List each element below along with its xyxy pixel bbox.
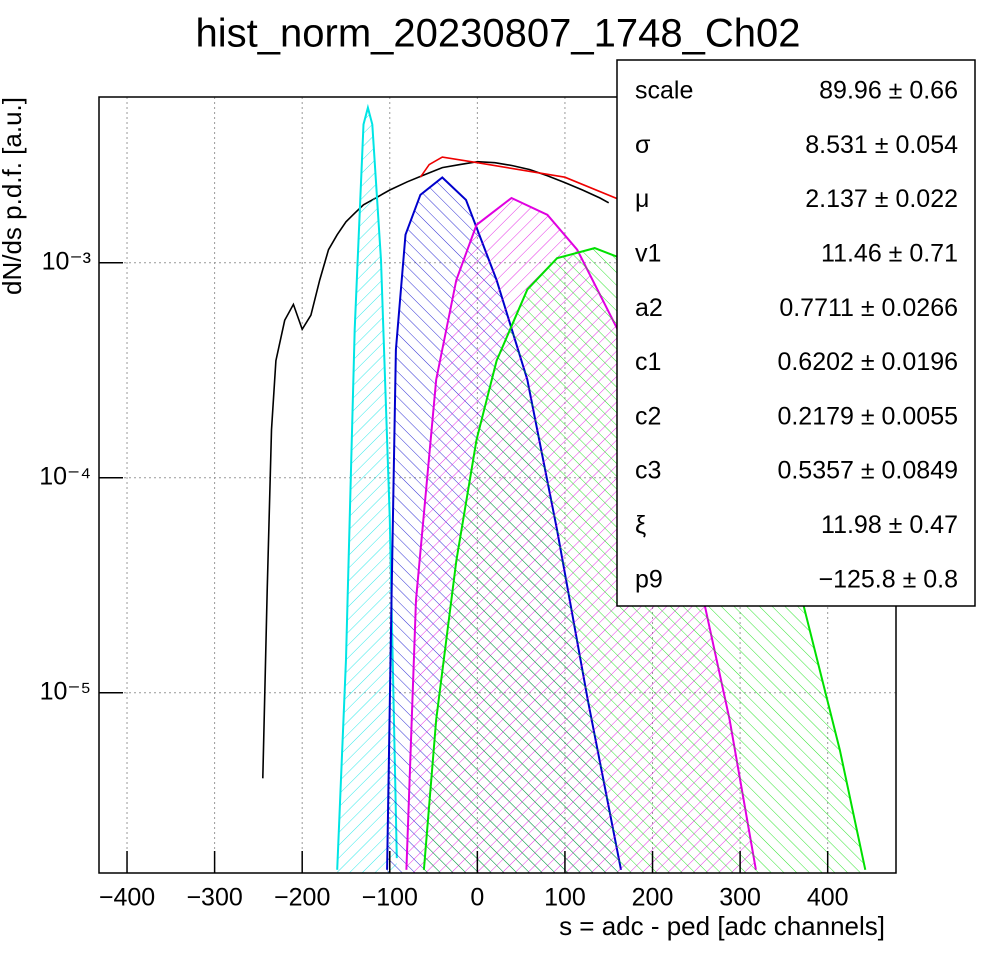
x-tick-label: −100 bbox=[362, 884, 418, 912]
stat-value: 8.531 ± 0.054 bbox=[805, 131, 958, 159]
x-tick-label: −400 bbox=[99, 884, 155, 912]
stat-name: v1 bbox=[635, 240, 661, 268]
x-tick-label: 100 bbox=[544, 884, 586, 912]
x-axis-title: s = adc - ped [adc channels] bbox=[559, 911, 885, 941]
stat-name: σ bbox=[635, 131, 651, 159]
y-axis-title: dN/ds p.d.f. [a.u.] bbox=[0, 97, 27, 295]
x-tick-label: 400 bbox=[807, 884, 849, 912]
stat-name: c3 bbox=[635, 457, 661, 485]
y-tick-label: 10⁻⁴ bbox=[39, 462, 91, 490]
axes: −400 −300 −200 −100 0 100 200 300 400 10⁻⁵ 10⁻⁴ 10⁻… bbox=[39, 247, 848, 911]
x-tick-label: 300 bbox=[719, 884, 761, 912]
stat-value: −125.8 ± 0.8 bbox=[818, 565, 958, 593]
stats-box: scale 89.96 ± 0.66 σ 8.531 ± 0.054 μ 2.137 ± … bbox=[616, 59, 976, 607]
x-tick-label: 0 bbox=[470, 884, 484, 912]
series-line bbox=[336, 103, 398, 870]
stat-value: 89.96 ± 0.66 bbox=[819, 77, 958, 105]
x-tick-label: −200 bbox=[274, 884, 330, 912]
stat-value: 2.137 ± 0.022 bbox=[805, 185, 958, 213]
y-tick-label: 10⁻⁵ bbox=[40, 677, 91, 705]
stat-name: scale bbox=[635, 77, 693, 105]
stats-frame bbox=[616, 59, 976, 607]
stat-value: 0.5357 ± 0.0849 bbox=[777, 457, 958, 485]
stat-name: c2 bbox=[635, 402, 661, 430]
x-tick-label: 200 bbox=[632, 884, 674, 912]
chart-title: hist_norm_20230807_1748_Ch02 bbox=[196, 12, 801, 56]
stat-name: ξ bbox=[635, 511, 646, 539]
stat-name: a2 bbox=[635, 294, 663, 322]
y-tick-label: 10⁻³ bbox=[42, 247, 91, 275]
stat-name: p9 bbox=[635, 565, 663, 593]
stat-value: 0.2179 ± 0.0055 bbox=[777, 402, 958, 430]
stat-value: 0.7711 ± 0.0266 bbox=[779, 294, 958, 322]
stat-value: 0.6202 ± 0.0196 bbox=[777, 348, 958, 376]
stat-value: 11.98 ± 0.47 bbox=[821, 511, 958, 539]
stat-name: c1 bbox=[635, 348, 661, 376]
stat-name: μ bbox=[635, 185, 649, 213]
plot-area bbox=[262, 103, 895, 873]
x-tick-label: −300 bbox=[186, 884, 242, 912]
stat-value: 11.46 ± 0.71 bbox=[821, 240, 958, 268]
